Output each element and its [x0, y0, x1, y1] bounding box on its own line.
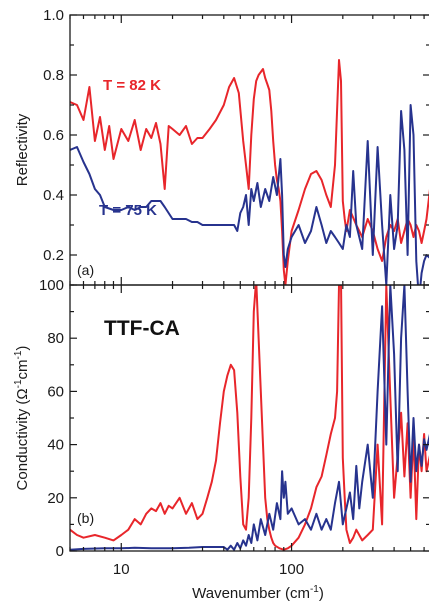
legend-label-82K: T = 82 K: [103, 77, 161, 94]
reflectivity-y-tick-label: 0.4: [43, 187, 64, 204]
reflectivity-y-tick-label: 1.0: [43, 7, 64, 24]
conductivity-series-group: [70, 285, 429, 551]
reflectivity-series-group: [70, 59, 429, 285]
x-axis-ticks: 10 100: [69, 15, 425, 578]
reflectivity-y-tick-label: 0.8: [43, 67, 64, 84]
x-tick-label: 100: [279, 561, 304, 578]
conductivity-line-75K: [70, 285, 429, 551]
plot-frame-b: [69, 284, 429, 552]
panel-a-tag: (a): [77, 262, 94, 278]
legend-label-75K: T = 75 K: [99, 202, 157, 219]
plot-frame-a: [69, 14, 429, 286]
reflectivity-line-75K: [70, 104, 429, 285]
compound-label: TTF-CA: [104, 317, 180, 340]
reflectivity-y-tick-label: 0.6: [43, 127, 64, 144]
conductivity-y-tick-label: 40: [47, 437, 64, 454]
x-tick-label: 10: [113, 561, 130, 578]
reflectivity-panel: 0.2 0.4 0.6 0.8 1.0 Reflectivity (a) T = 82 …: [14, 7, 429, 286]
conductivity-y-tick-label: 100: [39, 277, 64, 294]
conductivity-y-tick-label: 60: [47, 383, 64, 400]
x-axis-label: Wavenumber (cm-1): [192, 584, 324, 602]
conductivity-y-ticks: 0 20 40 60 80 100: [39, 277, 429, 560]
conductivity-y-axis-label: Conductivity (Ω-1cm-1): [13, 346, 31, 491]
conductivity-y-tick-label: 0: [56, 543, 64, 560]
conductivity-y-tick-label: 20: [47, 490, 64, 507]
reflectivity-y-ticks: 0.2 0.4 0.6 0.8 1.0: [43, 7, 429, 286]
conductivity-panel: 0 20 40 60 80 100 10 100 Conductivity (Ω-1cm-1…: [13, 15, 429, 602]
reflectivity-y-axis-label: Reflectivity: [14, 113, 31, 186]
reflectivity-y-tick-label: 0.2: [43, 247, 64, 264]
conductivity-y-tick-label: 80: [47, 330, 64, 347]
panel-b-tag: (b): [77, 510, 94, 526]
